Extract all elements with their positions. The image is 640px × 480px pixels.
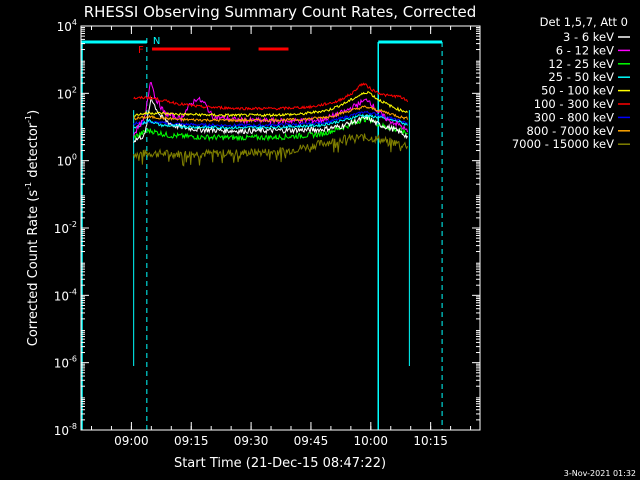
y-tick-label-7: 10-8 — [54, 422, 77, 438]
series-line-8 — [133, 105, 408, 123]
legend-label-2: 6 - 12 keV — [556, 43, 614, 57]
y-tick-exp-5: -4 — [69, 287, 77, 296]
y-tick-label-5: 10-4 — [54, 287, 77, 303]
series-line-2 — [133, 81, 408, 136]
x-tick-label-2: 09:15 — [174, 434, 209, 448]
x-tick-label-4: 09:45 — [294, 434, 329, 448]
y-tick-base-1: 10 — [57, 20, 72, 34]
y-axis-label-part-3: ) — [26, 110, 41, 115]
legend-label-5: 50 - 100 keV — [541, 84, 614, 98]
x-tick-label-1: 09:00 — [114, 434, 149, 448]
y-axis-label-exp-2: -1 — [24, 115, 33, 123]
flare-flag-label: F — [138, 45, 144, 56]
legend-label-9: 7000 - 15000 keV — [512, 137, 614, 151]
series-line-1 — [133, 96, 408, 143]
footer-timestamp: 3-Nov-2021 01:32 — [564, 469, 636, 478]
series-line-4 — [133, 113, 408, 130]
y-tick-label-4: 10-2 — [54, 220, 77, 236]
series-line-3 — [133, 115, 408, 142]
y-tick-label-6: 10-6 — [54, 355, 77, 371]
y-tick-exp-4: -2 — [69, 220, 77, 229]
y-tick-base-3: 10 — [57, 155, 72, 169]
y-tick-label-1: 104 — [57, 18, 77, 34]
y-tick-label-2: 102 — [57, 85, 77, 101]
y-tick-base-5: 10 — [54, 289, 69, 303]
legend-label-6: 100 - 300 keV — [534, 97, 614, 111]
legend-label-8: 800 - 7000 keV — [526, 124, 614, 138]
y-axis-label-part-1: Corrected Count Rate (s — [26, 190, 41, 347]
saa-marker-label: N — [153, 36, 160, 47]
y-tick-base-2: 10 — [57, 87, 72, 101]
series-line-5 — [133, 90, 408, 118]
y-tick-exp-1: 4 — [72, 18, 77, 27]
y-axis-label-part-2: detector — [26, 122, 41, 182]
x-tick-label-3: 09:30 — [234, 434, 269, 448]
x-tick-label-6: 10:15 — [413, 434, 448, 448]
y-tick-exp-7: -8 — [69, 422, 77, 431]
y-tick-exp-3: 0 — [72, 153, 77, 162]
legend-header: Det 1,5,7, Att 0 — [540, 15, 628, 29]
y-tick-base-7: 10 — [54, 424, 69, 438]
chart-title: RHESSI Observing Summary Count Rates, Co… — [84, 3, 477, 21]
y-tick-label-3: 100 — [57, 153, 77, 169]
legend-label-3: 12 - 25 keV — [548, 57, 614, 71]
y-axis-label-exp-1: -1 — [24, 182, 33, 190]
plot-frame — [80, 25, 481, 431]
y-tick-exp-6: -6 — [69, 355, 77, 364]
legend-label-7: 300 - 800 keV — [534, 110, 614, 124]
y-tick-base-6: 10 — [54, 357, 69, 371]
series-line-9 — [133, 133, 408, 167]
legend-label-1: 3 - 6 keV — [563, 30, 614, 44]
x-axis-label: Start Time (21-Dec-15 08:47:22) — [174, 456, 386, 471]
y-tick-exp-2: 2 — [72, 85, 77, 94]
x-tick-label-5: 10:00 — [353, 434, 388, 448]
series-line-6 — [133, 82, 408, 111]
y-axis-label: Corrected Count Rate (s-1 detector-1) — [24, 110, 41, 346]
y-tick-base-4: 10 — [54, 222, 69, 236]
legend-label-4: 25 - 50 keV — [548, 70, 614, 84]
